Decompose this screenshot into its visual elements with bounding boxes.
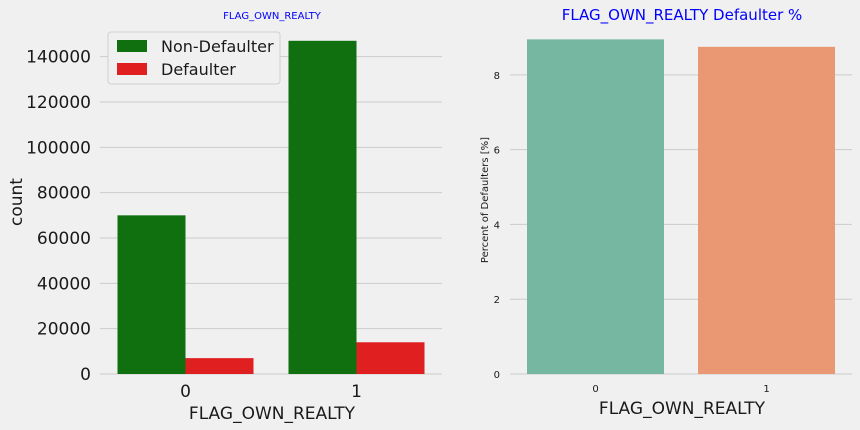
percent-ytick-label: 6 [494,146,500,157]
percent-ytick-label: 4 [494,220,500,231]
legend-swatch-defaulter [117,63,147,75]
percent-xtick-label: 0 [592,384,598,395]
count-ytick-label: 60000 [37,229,91,249]
count-chart: FLAG_OWN_REALTY 0 20000 40000 60000 80000 100… [7,11,442,424]
legend-box [107,31,281,85]
percent-chart: FLAG_OWN_REALTY Defaulter % 0 2 4 6 8 0 1 Per… [480,6,852,419]
count-ytick-label: 80000 [37,184,91,204]
defaulter-bar-0 [185,358,254,374]
count-chart-title: FLAG_OWN_REALTY [223,11,322,22]
count-ytick-label: 0 [80,365,91,385]
count-xtick-label: 1 [351,382,362,402]
count-ytick-label: 120000 [26,93,91,113]
percent-ytick-label: 8 [494,71,500,82]
percent-ytick-label: 0 [494,370,500,381]
non-defaulter-bar-1 [288,40,357,375]
count-chart-xlabel: FLAG_OWN_REALTY [189,404,356,424]
percent-bar-0 [527,39,664,374]
percent-xtick-label: 1 [763,384,769,395]
percent-chart-title: FLAG_OWN_REALTY Defaulter % [562,6,803,25]
count-ytick-label: 100000 [26,138,91,158]
count-ytick-label: 40000 [37,274,91,294]
percent-ytick-label: 2 [494,295,500,306]
count-ytick-label: 20000 [37,320,91,340]
percent-chart-xlabel: FLAG_OWN_REALTY [599,399,766,419]
count-chart-ylabel: count [7,178,27,226]
count-ytick-label: 140000 [26,48,91,68]
count-xtick-label: 0 [180,382,191,402]
legend-label-defaulter: Defaulter [161,60,236,79]
legend-label-non-defaulter: Non-Defaulter [161,37,274,56]
percent-bar-1 [698,46,835,375]
percent-chart-ylabel: Percent of Defaulters [%] [480,137,491,263]
defaulter-bar-1 [356,342,425,374]
non-defaulter-bar-0 [117,215,186,374]
legend-swatch-non-defaulter [117,40,147,52]
legend: Non-Defaulter Defaulter [107,31,281,85]
